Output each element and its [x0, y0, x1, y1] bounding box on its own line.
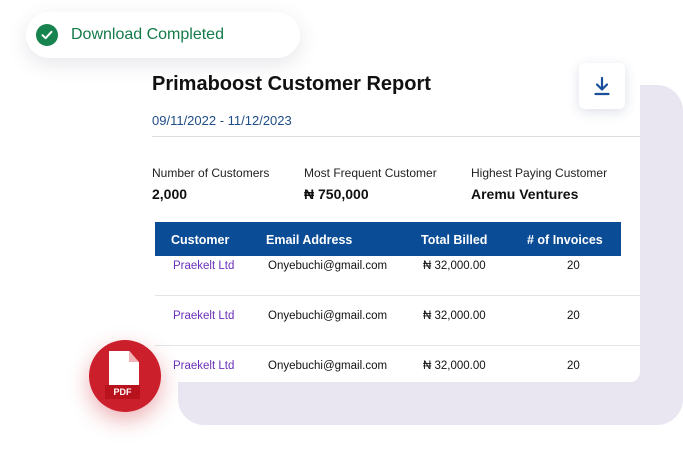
customer-link[interactable]: Praekelt Ltd	[173, 310, 235, 322]
column-header-invoices[interactable]: # of Invoices	[527, 233, 603, 247]
stat-label: Highest Paying Customer	[471, 166, 608, 180]
stat-label: Most Frequent Customer	[304, 166, 437, 180]
report-title: Primaboost Customer Report	[152, 73, 431, 95]
total-cell: ₦ 32,000.00	[423, 310, 486, 322]
email-cell: Onyebuchi@gmail.com	[268, 310, 388, 322]
invoices-cell: 20	[567, 310, 580, 322]
total-cell: ₦ 32,000.00	[423, 260, 486, 272]
download-arrow-icon	[594, 76, 610, 96]
stat-value: Aremu Ventures	[471, 186, 579, 202]
table-header: Customer Email Address Total Billed # of…	[155, 222, 621, 256]
stat-value: ₦ 750,000	[304, 186, 369, 202]
stat-label: Number of Customers	[152, 166, 270, 180]
pdf-page-shape	[109, 351, 139, 389]
column-header-customer[interactable]: Customer	[171, 233, 230, 247]
customer-link[interactable]: Praekelt Ltd	[173, 260, 235, 272]
invoices-cell: 20	[567, 360, 580, 372]
column-header-total[interactable]: Total Billed	[421, 233, 488, 247]
customer-link[interactable]: Praekelt Ltd	[173, 360, 235, 372]
report-card: Primaboost Customer Report 09/11/2022 - …	[130, 56, 640, 382]
report-date-range: 09/11/2022 - 11/12/2023	[152, 113, 292, 128]
pdf-page-fold	[129, 351, 139, 362]
email-cell: Onyebuchi@gmail.com	[268, 260, 388, 272]
total-cell: ₦ 32,000.00	[423, 360, 486, 372]
column-header-email[interactable]: Email Address	[266, 233, 353, 247]
stat-frequent-customer: Most Frequent Customer ₦ 750,000	[304, 166, 437, 202]
email-cell: Onyebuchi@gmail.com	[268, 360, 388, 372]
invoices-cell: 20	[567, 260, 580, 272]
header-divider	[152, 136, 640, 137]
stat-highest-paying: Highest Paying Customer Aremu Ventures	[471, 166, 607, 202]
stat-customer-count: Number of Customers 2,000	[152, 166, 269, 202]
pdf-label: PDF	[105, 385, 140, 399]
download-button[interactable]	[579, 63, 625, 109]
table-row[interactable]: Praekelt Ltd Onyebuchi@gmail.com ₦ 32,00…	[155, 296, 640, 346]
toast-label: Download Completed	[71, 26, 224, 43]
table-row[interactable]: Praekelt Ltd Onyebuchi@gmail.com ₦ 32,00…	[155, 246, 640, 296]
check-circle-icon	[36, 24, 58, 46]
pdf-file-icon: PDF	[89, 340, 161, 412]
download-toast: Download Completed	[26, 12, 300, 58]
stat-value: 2,000	[152, 186, 188, 202]
table-row[interactable]: Praekelt Ltd Onyebuchi@gmail.com ₦ 32,00…	[155, 346, 640, 382]
